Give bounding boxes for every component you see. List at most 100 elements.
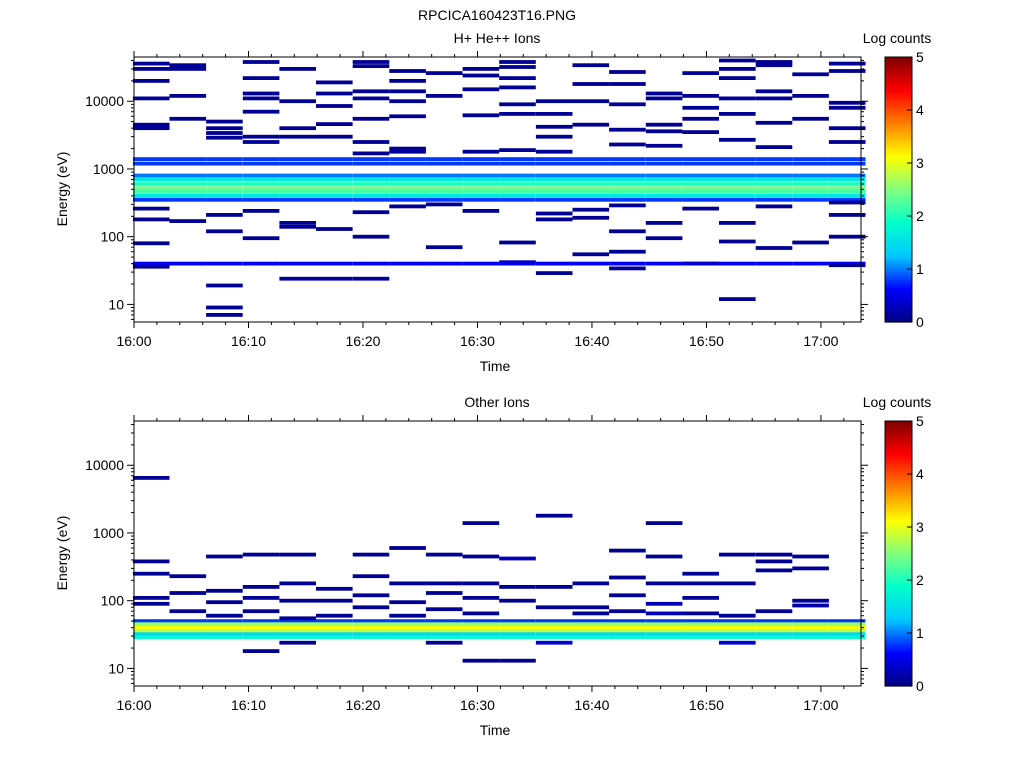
heatmap-cell bbox=[682, 71, 719, 75]
colorbar-swatch bbox=[885, 537, 912, 541]
colorbar-swatch bbox=[885, 648, 912, 653]
heatmap-cell bbox=[755, 552, 793, 557]
colorbar-swatch bbox=[885, 534, 912, 539]
colorbar-swatch bbox=[885, 306, 912, 310]
heatmap-band-cell bbox=[755, 194, 793, 198]
heatmap-cell bbox=[828, 200, 866, 205]
heatmap-band-cell bbox=[132, 622, 170, 627]
heatmap-band-cell bbox=[462, 182, 500, 186]
colorbar-swatch bbox=[885, 495, 912, 499]
colorbar-swatch bbox=[885, 606, 912, 610]
heatmap-cell bbox=[645, 143, 683, 148]
colorbar-swatch bbox=[885, 168, 912, 172]
heatmap-band-cell bbox=[169, 189, 207, 194]
heatmap-band-cell bbox=[316, 157, 353, 161]
colorbar-swatch bbox=[885, 532, 912, 536]
colorbar-swatch bbox=[885, 683, 912, 687]
heatmap-band-cell bbox=[535, 628, 573, 633]
heatmap-band-cell bbox=[389, 197, 426, 202]
colorbar-swatch bbox=[885, 94, 912, 98]
heatmap-band-cell bbox=[242, 161, 280, 166]
heatmap-band-cell bbox=[682, 622, 719, 627]
colorbar-swatch bbox=[885, 484, 912, 488]
colorbar-swatch bbox=[885, 521, 912, 525]
heatmap-band-cell bbox=[535, 157, 573, 161]
colorbar-swatch bbox=[885, 213, 912, 217]
heatmap-band-cell bbox=[609, 625, 646, 630]
heatmap-band-cell bbox=[499, 632, 536, 637]
heatmap-band-cell bbox=[242, 628, 280, 633]
heatmap-cell bbox=[132, 122, 170, 127]
colorbar-swatch bbox=[885, 300, 912, 305]
panel-h-he-ions: H+ He++ Ions Time Energy (eV) Log counts… bbox=[54, 30, 931, 374]
heatmap-cell bbox=[462, 581, 500, 586]
heatmap-cell bbox=[682, 94, 719, 98]
colorbar-swatch bbox=[885, 577, 912, 581]
heatmap-band-cell bbox=[206, 197, 243, 202]
heatmap-cell bbox=[316, 122, 353, 126]
colorbar-swatch bbox=[885, 96, 912, 100]
heatmap-band-cell bbox=[132, 628, 170, 633]
heatmap-band-cell bbox=[645, 182, 683, 186]
heatmap-band-cell bbox=[792, 194, 829, 198]
heatmap-cell bbox=[169, 609, 207, 614]
heatmap-band-cell bbox=[132, 157, 170, 161]
heatmap-band-cell bbox=[316, 261, 353, 266]
colorbar-swatch bbox=[885, 255, 912, 259]
colorbar-swatch bbox=[885, 609, 912, 613]
heatmap-band-cell bbox=[279, 261, 316, 266]
heatmap-cell bbox=[719, 297, 756, 301]
heatmap-cell bbox=[242, 76, 280, 80]
heatmap-cell bbox=[352, 210, 390, 215]
heatmap-band-cell bbox=[755, 182, 793, 186]
y-axis-label-other: Energy (eV) bbox=[54, 516, 70, 591]
heatmap-band-cell bbox=[682, 157, 719, 161]
heatmap-cell bbox=[792, 554, 829, 559]
x-tick-label: 16:10 bbox=[231, 697, 266, 713]
heatmap-cell bbox=[682, 611, 719, 616]
heatmap-band-cell bbox=[279, 622, 316, 627]
colorbar-swatch bbox=[885, 492, 912, 496]
colorbar-swatch bbox=[885, 582, 912, 586]
heatmap-cell bbox=[828, 69, 866, 73]
heatmap-cell bbox=[645, 581, 683, 586]
colorbar-swatch bbox=[885, 489, 912, 494]
heatmap-band-cell bbox=[425, 632, 463, 637]
heatmap-band-cell bbox=[499, 622, 536, 627]
heatmap-band-cell bbox=[755, 632, 793, 637]
heatmap-cell bbox=[499, 76, 536, 80]
heatmap-cell bbox=[389, 114, 426, 119]
heatmap-band-cell bbox=[572, 622, 610, 627]
colorbar-swatch bbox=[885, 112, 912, 116]
colorbar-swatch bbox=[885, 102, 912, 106]
heatmap-band-cell bbox=[425, 622, 463, 627]
heatmap-band-cell bbox=[719, 186, 756, 191]
colorbar-swatch bbox=[885, 284, 912, 289]
colorbar-swatch bbox=[885, 638, 912, 642]
colorbar-swatch bbox=[885, 269, 912, 273]
heatmap-band-cell bbox=[572, 182, 610, 186]
heatmap-cell bbox=[389, 546, 426, 550]
heatmap-band-cell bbox=[755, 161, 793, 166]
heatmap-band-cell bbox=[719, 177, 756, 182]
colorbar-swatch bbox=[885, 471, 912, 475]
heatmap-band-cell bbox=[499, 189, 536, 194]
heatmap-band-cell bbox=[279, 635, 316, 639]
heatmap-cell bbox=[719, 96, 756, 101]
heatmap-cell bbox=[132, 217, 170, 222]
heatmap-band-cell bbox=[792, 157, 829, 161]
heatmap-band-cell bbox=[206, 177, 243, 182]
heatmap-cell bbox=[755, 96, 793, 101]
heatmap-band-cell bbox=[132, 619, 170, 623]
heatmap-cell bbox=[206, 313, 243, 317]
heatmap-band-cell bbox=[645, 622, 683, 627]
heatmap-band-cell bbox=[535, 622, 573, 627]
heatmap-band-cell bbox=[462, 635, 500, 639]
heatmap-band-cell bbox=[572, 628, 610, 633]
heatmap-band-cell bbox=[535, 261, 573, 266]
heatmap-band-cell bbox=[719, 635, 756, 639]
heatmap-band-cell bbox=[316, 197, 353, 202]
heatmap-band-cell bbox=[535, 186, 573, 191]
heatmap-cell bbox=[242, 585, 280, 589]
heatmap-cell bbox=[755, 63, 793, 68]
